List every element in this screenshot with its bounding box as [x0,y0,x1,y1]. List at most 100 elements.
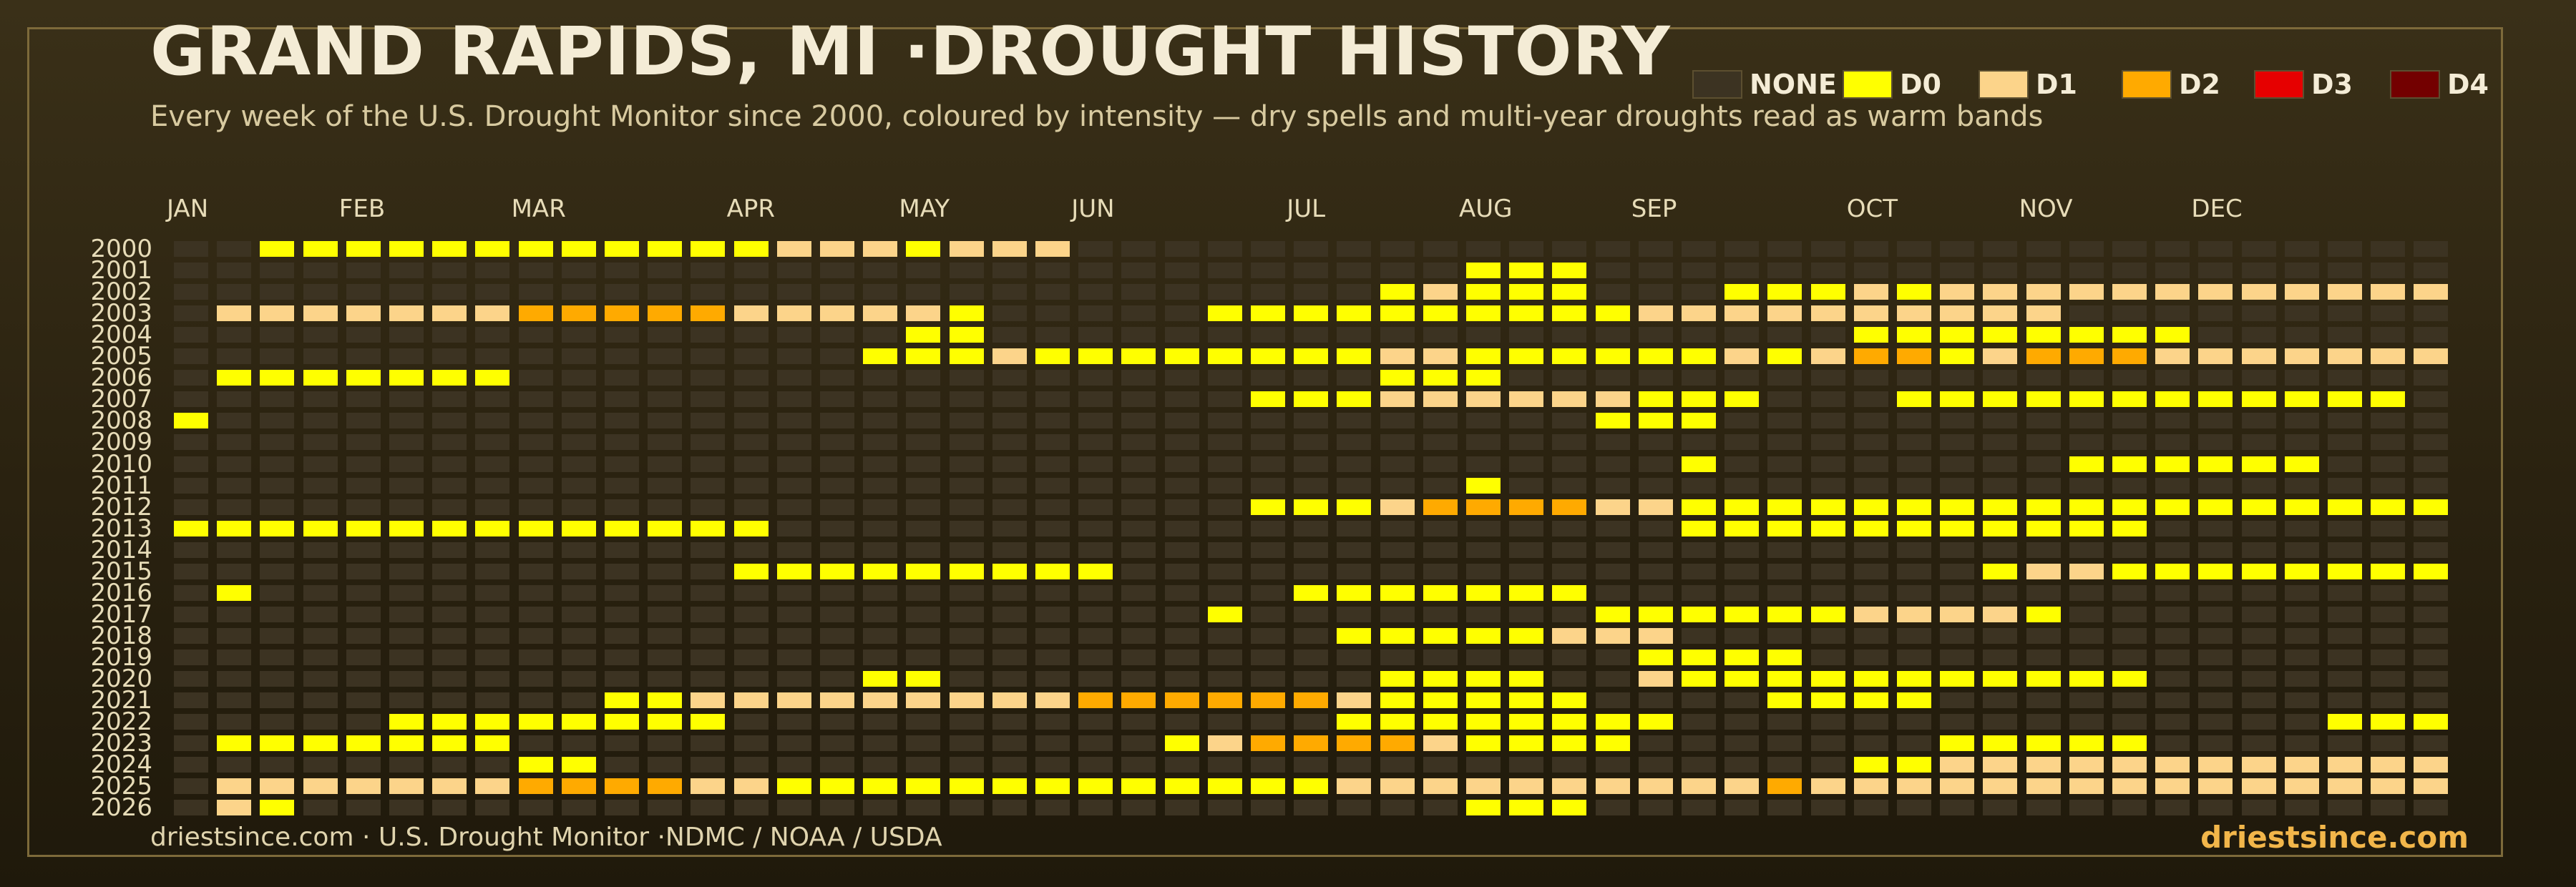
brand-link[interactable]: driestsince.com [2200,820,2469,855]
cell-2011-w50 [2284,477,2319,494]
cell-2021-w15 [776,692,811,709]
cell-2026-w34 [1595,800,1630,816]
cell-2016-w11 [605,584,639,601]
cell-2022-w20 [992,714,1027,730]
cell-2018-w11 [605,627,639,644]
cell-2014-w38 [1767,541,1802,558]
cell-2008-w14 [733,413,769,429]
cell-2003-w32 [1509,305,1544,322]
cell-2003-w5 [346,305,381,322]
cell-2020-w40 [1853,671,1888,687]
cell-2020-w26 [1251,671,1285,687]
cell-2009-w36 [1682,434,1716,451]
cell-2011-w34 [1595,477,1630,494]
cell-2007-w13 [691,391,726,408]
cell-2004-w18 [906,327,941,343]
cell-2013-w48 [2198,520,2233,536]
cell-2025-w46 [2112,778,2147,795]
cell-2001-w23 [1121,263,1156,279]
month-label-jul: JUL [1287,195,1326,223]
cell-2022-w41 [1897,714,1931,730]
cell-2013-w16 [820,520,854,536]
cell-2004-w42 [1940,327,1975,343]
cell-2008-w47 [2155,413,2190,429]
cell-2006-w38 [1767,370,1802,386]
cell-2013-w7 [432,520,467,536]
cell-2002-w42 [1940,284,1975,300]
cell-2008-w16 [820,413,854,429]
cell-2022-w1 [174,714,208,730]
cell-2006-w47 [2155,370,2190,386]
cell-2001-w44 [2026,263,2061,279]
cell-2026-w21 [1035,800,1070,816]
cell-2012-w26 [1251,499,1285,515]
cell-2009-w51 [2328,434,2362,451]
cell-2009-w46 [2112,434,2147,451]
cell-2020-w22 [1078,671,1113,687]
cell-2021-w19 [949,692,984,709]
cell-2018-w43 [1983,627,2018,644]
cell-2024-w19 [949,757,984,773]
month-label-mar: MAR [511,195,566,223]
cell-2008-w45 [2069,413,2104,429]
cell-2018-w28 [1337,627,1372,644]
cell-2008-w5 [346,413,381,429]
cell-2023-w46 [2112,735,2147,752]
cell-2013-w47 [2155,520,2190,536]
cell-2013-w30 [1423,520,1458,536]
cell-2025-w38 [1767,778,1802,795]
cell-2006-w7 [432,370,467,386]
cell-2000-w24 [1164,241,1199,257]
cell-2026-w47 [2155,800,2190,816]
cell-2010-w23 [1121,456,1156,472]
cell-2018-w5 [346,627,381,644]
cell-2011-w9 [518,477,553,494]
cell-2003-w20 [992,305,1027,322]
cell-2013-w33 [1552,520,1587,536]
cell-2024-w48 [2198,757,2233,773]
cell-2009-w53 [2414,434,2449,451]
cell-2026-w51 [2328,800,2362,816]
cell-2007-w15 [776,391,811,408]
cell-2008-w23 [1121,413,1156,429]
cell-2003-w39 [1810,305,1845,322]
cell-2004-w33 [1552,327,1587,343]
cell-2011-w12 [648,477,683,494]
cell-2001-w41 [1897,263,1931,279]
cell-2026-w8 [475,800,510,816]
cell-2001-w48 [2198,263,2233,279]
cell-2001-w27 [1294,263,1329,279]
cell-2016-w35 [1638,584,1673,601]
cell-2024-w10 [561,757,596,773]
cell-2004-w5 [346,327,381,343]
cell-2008-w19 [949,413,984,429]
cell-2006-w12 [648,370,683,386]
cell-2002-w50 [2284,284,2319,300]
cell-2015-w47 [2155,563,2190,579]
cell-2019-w6 [389,649,424,665]
cell-2003-w33 [1552,305,1587,322]
cell-2012-w9 [518,499,553,515]
cell-2007-w24 [1164,391,1199,408]
cell-2021-w18 [906,692,941,709]
cell-2023-w52 [2371,735,2406,752]
cell-2006-w39 [1810,370,1845,386]
cell-2007-w17 [863,391,898,408]
cell-2004-w40 [1853,327,1888,343]
cell-2018-w36 [1682,627,1716,644]
cell-2026-w20 [992,800,1027,816]
cell-2008-w52 [2371,413,2406,429]
cell-2023-w41 [1897,735,1931,752]
cell-2023-w30 [1423,735,1458,752]
cell-2025-w8 [475,778,510,795]
cell-2009-w29 [1380,434,1415,451]
cell-2017-w44 [2026,606,2061,622]
cell-2022-w30 [1423,714,1458,730]
cell-2010-w29 [1380,456,1415,472]
cell-2011-w52 [2371,477,2406,494]
cell-2000-w5 [346,241,381,257]
cell-2023-w40 [1853,735,1888,752]
cell-2012-w27 [1294,499,1329,515]
cell-2025-w2 [217,778,252,795]
cell-2024-w14 [733,757,769,773]
